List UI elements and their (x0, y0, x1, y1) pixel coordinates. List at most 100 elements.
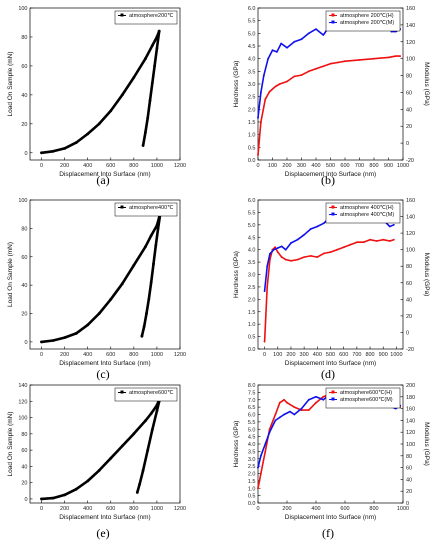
series-line-0 (40, 211, 162, 344)
y-tick-label: 5.0 (248, 223, 256, 229)
legend-box (114, 10, 178, 25)
y-tick-label: 1.5 (248, 479, 256, 485)
x-tick-label: 0 (256, 506, 259, 512)
data-point (155, 409, 159, 413)
y-tick-label: 20 (21, 481, 27, 487)
data-point (155, 47, 159, 50)
data-point (399, 55, 401, 57)
data-point (267, 57, 269, 60)
x-axis-label: Displacement Into Surface (nm) (59, 171, 150, 178)
y-tick-label: 4.5 (248, 235, 256, 241)
x-tick-label: 800 (129, 352, 138, 358)
data-point (149, 280, 153, 284)
data-point (344, 60, 346, 63)
y2-tick-label: 60 (406, 281, 412, 287)
data-point (86, 132, 90, 136)
y-tick-label: 3.5 (248, 260, 256, 266)
x-tick-label: 600 (339, 352, 348, 358)
data-point (149, 412, 153, 415)
x-tick-label: 100 (273, 352, 282, 358)
y2-tick-label: 160 (406, 198, 415, 204)
data-point (283, 398, 285, 401)
y-tick-label: 3.0 (248, 82, 256, 88)
legend-box (114, 202, 178, 217)
data-point (322, 395, 325, 398)
y-tick-label: 2.5 (248, 95, 256, 101)
y-tick-label: 4.0 (248, 248, 256, 254)
series-line-0 (40, 395, 162, 501)
x-tick-label: 200 (60, 506, 69, 512)
x-tick-label: 500 (326, 163, 335, 169)
data-point (392, 223, 395, 226)
y2-tick-label: 0 (406, 141, 409, 147)
y2-tick-label: 120 (406, 430, 415, 436)
y-tick-label: 2.5 (248, 285, 256, 291)
data-point (358, 59, 361, 61)
data-point (257, 487, 259, 490)
x-axis-label: Displacement Into Surface (nm) (59, 514, 150, 521)
y-tick-label: 140 (18, 383, 27, 389)
x-tick-label: 800 (365, 352, 374, 358)
y-tick-label: 0 (24, 497, 27, 503)
data-point (382, 238, 385, 241)
y-tick-label: 6.5 (248, 405, 256, 411)
legend-swatch-marker (331, 20, 335, 24)
x-axis-label: Displacement Into Surface (nm) (285, 171, 376, 178)
data-point (315, 395, 317, 398)
data-point (290, 259, 292, 262)
data-point (264, 450, 267, 453)
data-point (97, 122, 101, 126)
y-tick-label: 6.0 (248, 413, 256, 419)
data-point (150, 81, 154, 85)
x-tick-label: 300 (297, 163, 306, 169)
y2-tick-label: 100 (406, 442, 415, 448)
data-point (303, 256, 305, 258)
y-tick-label: 100 (18, 6, 27, 12)
x-tick-label: 100 (268, 163, 277, 169)
data-point (293, 406, 296, 408)
legend-entry: atmosphere200℃ (129, 13, 174, 19)
x-tick-label: 800 (369, 506, 378, 512)
data-point (278, 401, 281, 404)
data-point (63, 336, 66, 339)
x-tick-label: 900 (384, 163, 393, 169)
y-tick-label: 0 (24, 151, 27, 157)
data-point (86, 479, 90, 483)
y-tick-label: 1.0 (248, 133, 256, 139)
data-point (272, 248, 275, 251)
data-point (97, 469, 101, 472)
y-tick-label: 4.5 (248, 44, 256, 50)
data-point (150, 428, 154, 432)
x-tick-label: 1000 (397, 163, 409, 169)
data-point (286, 80, 288, 83)
y2-tick-label: 80 (406, 74, 412, 80)
y2-tick-label: 200 (406, 383, 415, 389)
y2-tick-label: 60 (406, 90, 412, 96)
chart-panel-c: 0 200 400 600 800 1000 1200 0 20 40 60 80 100 Displac… (7, 198, 186, 381)
x-tick-label: 0 (40, 163, 43, 169)
data-point (97, 312, 101, 315)
y-tick-label: 40 (21, 283, 27, 289)
data-point (278, 83, 281, 85)
y-tick-label: 120 (18, 399, 27, 405)
chart-panel-b: 0 100 200 300 400 500 600 700 800 900 10000.00.51.… (233, 6, 430, 187)
y-tick-label: 3.0 (248, 457, 256, 463)
data-point (109, 109, 113, 113)
legend-box (325, 387, 401, 409)
data-point (278, 416, 281, 419)
data-point (280, 42, 283, 45)
x-tick-label: 1000 (390, 352, 402, 358)
data-point (40, 340, 43, 344)
y-tick-label: 2.0 (248, 107, 256, 113)
y-tick-label: 4.0 (248, 57, 256, 63)
data-point (283, 413, 285, 416)
data-point (268, 431, 271, 434)
data-point (132, 76, 136, 79)
legend-entry: atmosphere 400℃(M) (340, 212, 394, 218)
x-tick-label: 1000 (151, 506, 163, 512)
data-point (394, 55, 397, 57)
y-tick-label: 80 (21, 35, 27, 41)
y-tick-label: 6.0 (248, 198, 256, 204)
y-tick-label: 100 (18, 198, 27, 204)
series-line-0 (263, 238, 395, 343)
